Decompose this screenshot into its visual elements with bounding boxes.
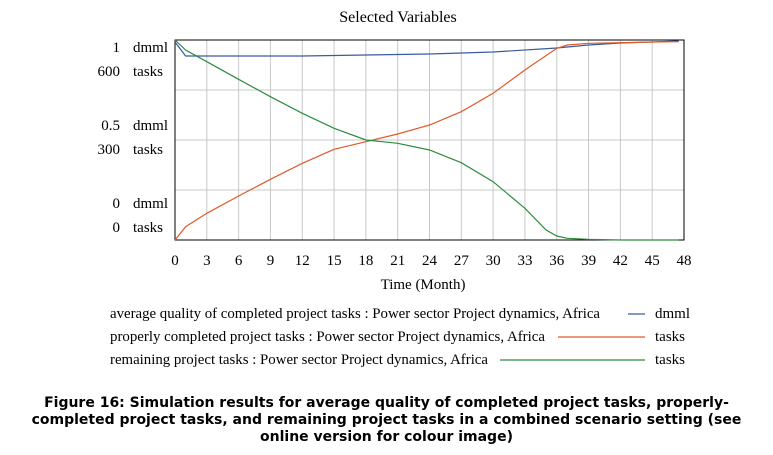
- y-tick-unit-tasks: tasks: [133, 220, 163, 236]
- x-tick-label: 39: [581, 253, 596, 269]
- y-tick-unit-dmml: dmml: [133, 118, 168, 134]
- chart-title: Selected Variables: [339, 9, 456, 26]
- y-tick-unit-dmml: dmml: [133, 196, 168, 212]
- y-tick-value-dmml: 0: [113, 196, 121, 212]
- y-tick-value-tasks: 600: [98, 64, 121, 80]
- grid: [175, 40, 684, 240]
- x-tick-labels: 0 3 6 9 12 15 18 21 24 27 30 33 36 39 42 45 48: [171, 253, 691, 269]
- legend-label: remaining project tasks : Power sector P…: [110, 352, 488, 368]
- series-line-1: [174, 41, 679, 241]
- y-tick-value-tasks: 0: [113, 220, 121, 236]
- y-tick-unit-dmml: dmml: [133, 40, 168, 56]
- legend-label: properly completed project tasks : Power…: [110, 329, 545, 345]
- x-tick-label: 36: [549, 253, 565, 269]
- y-tick-value-dmml: 0.5: [101, 118, 120, 134]
- x-axis-label: Time (Month): [381, 277, 466, 293]
- figure-caption: Figure 16: Simulation results for averag…: [31, 395, 742, 445]
- legend-unit: dmml: [655, 306, 690, 322]
- x-tick-label: 6: [235, 253, 243, 269]
- legend-unit: tasks: [655, 329, 685, 345]
- x-tick-label: 48: [677, 253, 692, 269]
- series-line-2: [174, 39, 679, 241]
- x-tick-label: 0: [171, 253, 179, 269]
- x-tick-label: 3: [203, 253, 211, 269]
- x-tick-label: 12: [295, 253, 310, 269]
- y-tick-value-dmml: 1: [113, 40, 121, 56]
- series-layer: [174, 39, 679, 241]
- legend-label: average quality of completed project tas…: [110, 306, 600, 322]
- legend: average quality of completed project tas…: [110, 306, 690, 368]
- legend-unit: tasks: [655, 352, 685, 368]
- x-tick-label: 45: [645, 253, 660, 269]
- y-tick-value-tasks: 300: [98, 142, 121, 158]
- y-tick-labels: 1 dmml 600 tasks 0.5 dmml 300 tasks 0 dmml 0 tasks: [98, 40, 169, 236]
- x-tick-label: 30: [486, 253, 501, 269]
- x-tick-label: 18: [358, 253, 373, 269]
- x-tick-label: 27: [454, 253, 470, 269]
- plot-frame: [174, 39, 685, 241]
- x-tick-label: 21: [390, 253, 405, 269]
- x-tick-label: 33: [517, 253, 532, 269]
- x-tick-label: 42: [613, 253, 628, 269]
- x-tick-label: 15: [327, 253, 342, 269]
- x-tick-label: 24: [422, 253, 438, 269]
- x-tick-label: 9: [267, 253, 275, 269]
- y-tick-unit-tasks: tasks: [133, 142, 163, 158]
- y-tick-unit-tasks: tasks: [133, 64, 163, 80]
